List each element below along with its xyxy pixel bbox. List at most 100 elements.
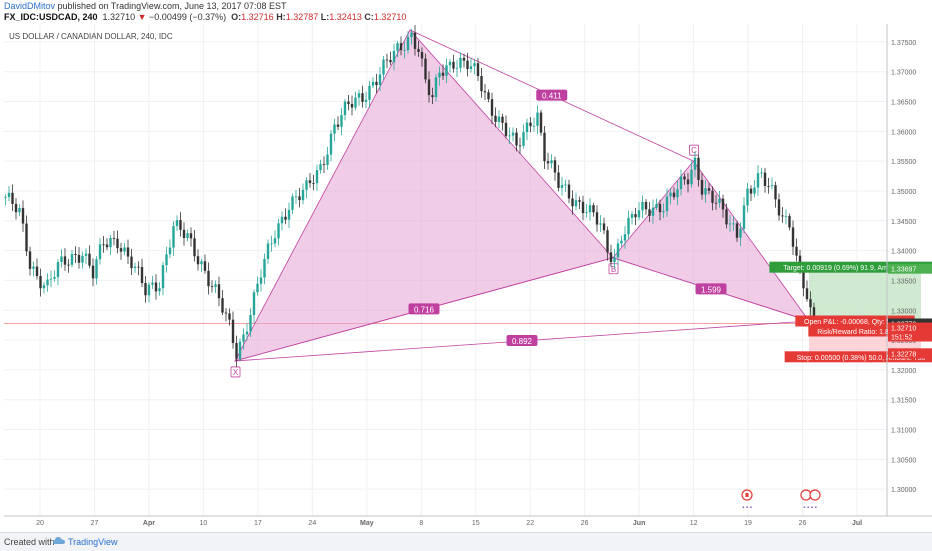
price-tag: 151:52 — [891, 334, 913, 341]
price-change: −0.00499 (−0.37%) — [149, 12, 227, 22]
low-label: L: — [320, 12, 330, 22]
candle-body — [147, 284, 151, 296]
candle-body — [623, 234, 627, 241]
price-tag-box — [888, 322, 932, 333]
candle-body — [728, 223, 732, 225]
author-link[interactable]: DavidDMitov — [4, 1, 56, 11]
stop-label: Stop: 0.00500 (0.38%) 50.0, Amount: 750 — [797, 355, 926, 362]
candle-body — [130, 256, 133, 269]
candle-body — [637, 210, 641, 218]
candle-body — [630, 214, 634, 218]
y-tick-label: 1.31500 — [891, 398, 916, 405]
candle-body — [560, 185, 564, 188]
candle-body — [683, 176, 686, 180]
point-label: X — [233, 368, 239, 377]
x-tick-label: 10 — [200, 520, 208, 527]
published-info: published on TradingView.com, June 13, 2… — [57, 1, 287, 11]
candle-body — [109, 238, 112, 248]
candle-body — [158, 288, 161, 292]
rr-label: Risk/Reward Ratio: 1.84 — [817, 329, 893, 336]
candle-body — [501, 116, 504, 123]
candle-body — [231, 319, 235, 344]
candle-body — [739, 228, 742, 238]
high-label: H: — [276, 12, 286, 22]
down-arrow-icon: ▼ — [137, 12, 147, 22]
candle-body — [340, 115, 343, 127]
candle-body — [382, 59, 385, 75]
candle-body — [497, 116, 501, 122]
candle-body — [333, 124, 336, 134]
candle-body — [532, 125, 536, 127]
candle-body — [651, 207, 655, 216]
candle-body — [452, 61, 455, 69]
candle-body — [298, 196, 301, 201]
ratio-label-box — [695, 283, 727, 295]
candle-body — [77, 254, 81, 263]
candle-body — [357, 93, 361, 98]
x-tick-label: Apr — [143, 520, 155, 527]
ratio-label-box — [408, 303, 440, 315]
candle-body — [774, 185, 777, 200]
event-note-icon-2: ▪ ▪ ▪ ▪ — [803, 505, 817, 511]
x-tick-label: Jul — [852, 520, 862, 527]
candle-body — [42, 285, 46, 289]
candle-body — [427, 79, 431, 96]
candle-body — [459, 57, 462, 68]
candle-body — [53, 277, 56, 279]
candle-body — [228, 313, 231, 320]
candle-body — [189, 233, 193, 239]
candle-body — [277, 223, 280, 239]
candle-body — [249, 315, 252, 332]
y-tick-label: 1.32000 — [891, 368, 916, 375]
candle-body — [609, 252, 613, 263]
candle-body — [550, 160, 553, 164]
gartley-pattern: 0.716 0.411 1.599 0.892 X B C — [230, 29, 811, 378]
candle-body — [378, 74, 382, 86]
candle-body — [438, 72, 441, 78]
usa-flag-icon — [809, 489, 821, 501]
candle-body — [578, 200, 581, 202]
candle-body — [718, 198, 721, 203]
candle-body — [266, 243, 270, 259]
point-marker — [689, 144, 699, 156]
time-axis: 20 27 Apr 10 17 24 May 8 15 22 26 Jun 12 19 26 Jul — [36, 520, 862, 527]
candle-body — [235, 343, 238, 359]
candle-body — [63, 256, 67, 265]
candle-body — [305, 180, 308, 190]
candle-body — [784, 216, 788, 217]
candle-body — [217, 284, 221, 299]
candle-body — [669, 192, 672, 197]
candle-body — [270, 243, 273, 245]
candle-body — [567, 184, 571, 199]
tradingview-link[interactable]: TradingView — [68, 537, 118, 547]
point-label: C — [691, 146, 697, 155]
candle-body — [529, 122, 532, 127]
candle-body — [616, 243, 620, 258]
candle-body — [504, 122, 508, 136]
candle-body — [245, 331, 249, 335]
candle-body — [200, 261, 203, 265]
candle-body — [343, 101, 347, 116]
candle-body — [186, 233, 189, 239]
price-chart[interactable]: 0.716 0.411 1.599 0.892 X B C Target: 0.00919 … — [0, 24, 932, 532]
candle-body — [151, 282, 154, 285]
candle-body — [364, 99, 368, 102]
y-tick-label: 1.30500 — [891, 457, 916, 464]
ratio-label-box — [536, 89, 568, 101]
y-tick-label: 1.32500 — [891, 338, 916, 345]
candle-body — [725, 209, 728, 225]
ratio-label: 0.716 — [414, 305, 435, 314]
candle-body — [39, 276, 42, 289]
candle-body — [424, 58, 427, 80]
x-tick-label: 22 — [526, 520, 534, 527]
candle-body — [67, 264, 70, 266]
candle-body — [546, 161, 550, 164]
candle-body — [140, 267, 144, 283]
ratio-label: 0.892 — [512, 337, 533, 346]
candle-body — [518, 145, 522, 147]
candle-body — [28, 251, 32, 269]
event-flags: ▪ ▪ ▪ ▪ ▪ ▪ ▪ — [741, 489, 821, 511]
ratio-label: 0.411 — [542, 92, 562, 101]
candle-body — [144, 282, 147, 296]
open-label: O: — [231, 12, 242, 22]
